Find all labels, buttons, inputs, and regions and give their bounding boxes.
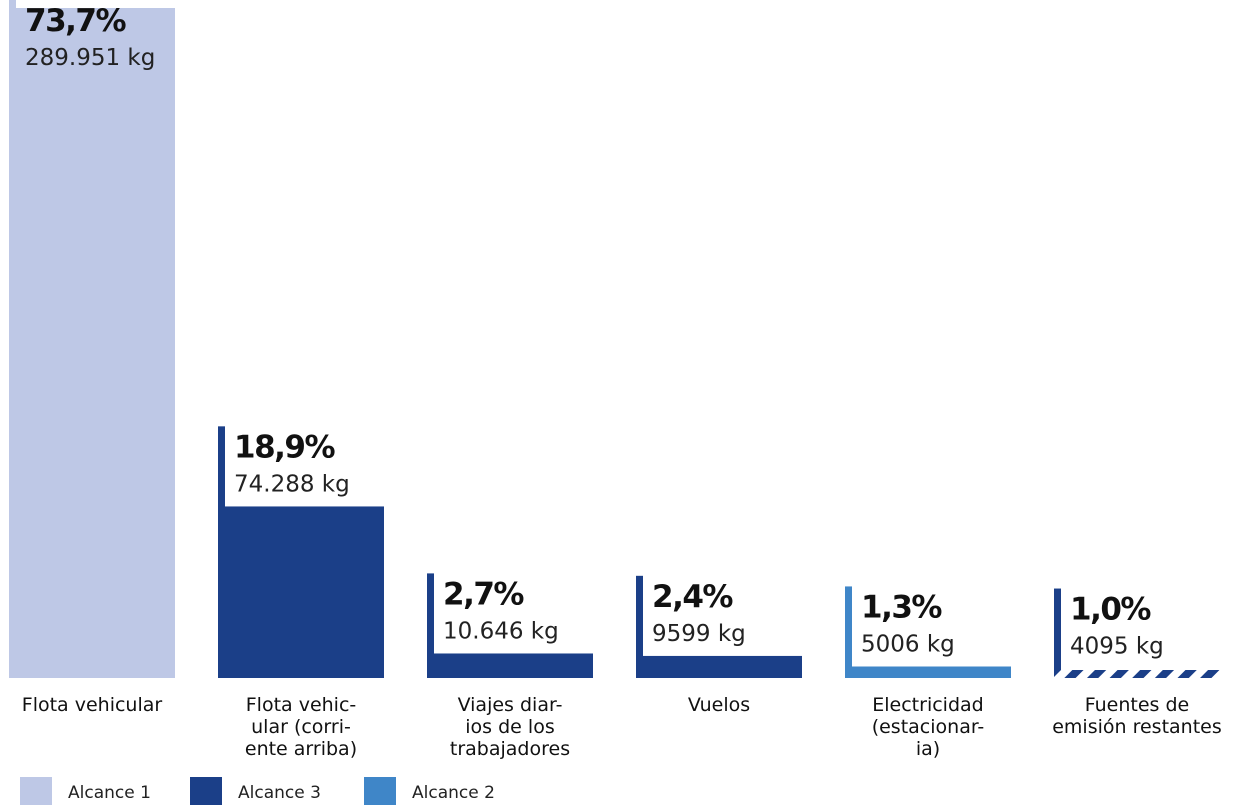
value-label-stripe (845, 586, 852, 678)
bar-group: 73,7% 289.951 kg Flota vehicular (9, 0, 175, 716)
category-label-line: Vuelos (688, 694, 750, 716)
percent-label: 18,9% (234, 429, 335, 465)
bar-group: 18,9% 74.288 kg Flota vehic-ular (corri-en… (218, 426, 384, 760)
bar-group: 1,0% 4095 kg Fuentes de emisión restantes (1052, 588, 1222, 738)
category-label-line: ia) (916, 738, 940, 760)
legend-label: Alcance 3 (238, 783, 321, 803)
bar (427, 653, 593, 678)
category-label-line: emisión restantes (1052, 716, 1222, 738)
value-label-stripe (218, 426, 225, 678)
value-label-bg (1061, 588, 1220, 670)
kg-label: 5006 kg (861, 631, 955, 657)
bar (9, 8, 175, 678)
value-label-bg (643, 575, 802, 656)
bar-group: 2,7% 10.646 kg Viajes diar-ios de los traba… (427, 573, 593, 760)
value-label-stripe (1054, 588, 1061, 670)
category-label: Vuelos (688, 694, 750, 716)
legend-swatch (364, 777, 396, 805)
category-label-line: Electricidad (872, 694, 983, 716)
category-label-line: Flota vehic- (246, 694, 357, 716)
category-label-line: trabajadores (450, 738, 570, 760)
kg-label: 10.646 kg (443, 618, 559, 644)
bars-group: 73,7% 289.951 kg Flota vehicular 18,9% 74.28… (9, 0, 1222, 760)
category-label: Flota vehicular (22, 694, 163, 716)
value-label-bg (852, 586, 1011, 667)
percent-label: 1,0% (1070, 592, 1151, 628)
value-label-stripe (636, 575, 643, 678)
legend-item: Alcance 2 (364, 777, 495, 805)
percent-label: 1,3% (861, 589, 942, 625)
percent-label: 2,7% (443, 576, 524, 612)
percent-label: 2,4% (652, 579, 733, 615)
kg-label: 9599 kg (652, 621, 746, 647)
bar (218, 506, 384, 678)
bar (1054, 670, 1220, 678)
bar (636, 655, 802, 678)
legend-item: Alcance 3 (190, 777, 321, 805)
category-label: Fuentes de emisión restantes (1052, 694, 1222, 738)
value-label-bg (16, 0, 175, 8)
legend-swatch (190, 777, 222, 805)
legend-label: Alcance 1 (68, 783, 151, 803)
category-label-line: (estacionar- (872, 716, 985, 738)
value-label-stripe (427, 573, 434, 678)
value-label-bg (225, 426, 384, 507)
legend-label: Alcance 2 (412, 783, 495, 803)
category-label-line: Fuentes de (1085, 694, 1190, 716)
bar-group: 2,4% 9599 kg Vuelos (636, 575, 802, 716)
kg-label: 74.288 kg (234, 471, 350, 497)
category-label: Electricidad (estacionar-ia) (872, 694, 985, 760)
value-label-bg (434, 573, 593, 654)
value-label-stripe (9, 0, 16, 678)
category-label-line: ente arriba) (245, 738, 357, 760)
percent-label: 73,7% (25, 3, 126, 39)
kg-label: 4095 kg (1070, 634, 1164, 660)
kg-label: 289.951 kg (25, 45, 155, 71)
legend: Alcance 1 Alcance 3 Alcance 2 (20, 777, 495, 805)
category-label-line: Viajes diar- (458, 694, 563, 716)
category-label-line: Flota vehicular (22, 694, 163, 716)
bar (845, 666, 1011, 678)
category-label: Flota vehic-ular (corri-ente arriba) (245, 694, 357, 760)
category-label: Viajes diar-ios de los trabajadores (450, 694, 570, 760)
legend-item: Alcance 1 (20, 777, 151, 805)
category-label-line: ios de los (465, 716, 554, 738)
category-label-line: ular (corri- (251, 716, 351, 738)
legend-swatch (20, 777, 52, 805)
bar-group: 1,3% 5006 kg Electricidad (estacionar-ia) (845, 586, 1011, 760)
